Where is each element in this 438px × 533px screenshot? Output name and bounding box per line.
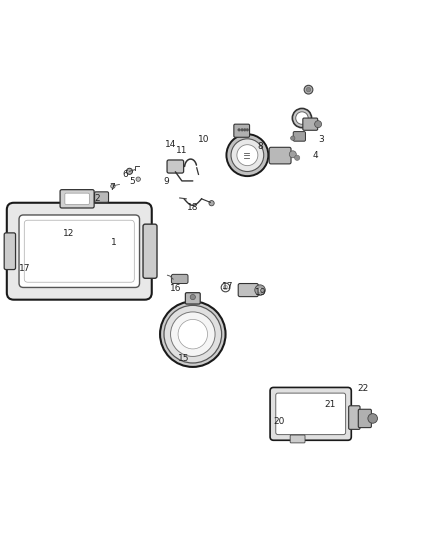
Circle shape <box>304 85 313 94</box>
FancyBboxPatch shape <box>7 203 152 300</box>
FancyBboxPatch shape <box>65 193 89 205</box>
FancyBboxPatch shape <box>95 192 109 203</box>
Text: 17: 17 <box>19 264 31 273</box>
Text: 7: 7 <box>109 183 115 192</box>
FancyBboxPatch shape <box>349 406 360 430</box>
FancyBboxPatch shape <box>303 118 318 130</box>
FancyBboxPatch shape <box>269 147 291 164</box>
FancyBboxPatch shape <box>60 190 94 208</box>
Circle shape <box>296 112 308 124</box>
Circle shape <box>294 155 300 160</box>
Circle shape <box>255 285 265 295</box>
Circle shape <box>246 128 249 131</box>
Text: 14: 14 <box>165 140 177 149</box>
Text: 5: 5 <box>129 177 134 186</box>
Text: 20: 20 <box>274 417 285 426</box>
Circle shape <box>221 283 230 292</box>
Circle shape <box>314 120 321 128</box>
Circle shape <box>226 134 268 176</box>
FancyBboxPatch shape <box>238 284 258 297</box>
Circle shape <box>237 144 258 166</box>
FancyBboxPatch shape <box>290 435 305 443</box>
Text: 2: 2 <box>94 195 99 203</box>
Circle shape <box>209 200 214 206</box>
Circle shape <box>136 177 141 181</box>
Circle shape <box>164 305 222 363</box>
Circle shape <box>160 302 226 367</box>
FancyBboxPatch shape <box>234 124 250 138</box>
FancyBboxPatch shape <box>270 387 351 440</box>
Text: 18: 18 <box>187 203 198 212</box>
Text: 9: 9 <box>164 177 170 186</box>
FancyBboxPatch shape <box>276 393 346 434</box>
Circle shape <box>244 128 246 131</box>
Text: 11: 11 <box>176 146 187 155</box>
Circle shape <box>111 184 115 188</box>
Circle shape <box>127 168 133 174</box>
Circle shape <box>306 87 311 92</box>
Text: 1: 1 <box>111 238 117 247</box>
FancyBboxPatch shape <box>167 160 184 173</box>
Circle shape <box>231 139 264 172</box>
Circle shape <box>170 312 215 357</box>
Circle shape <box>290 136 295 140</box>
Text: 4: 4 <box>312 151 318 160</box>
Circle shape <box>258 287 263 293</box>
Text: 10: 10 <box>198 135 209 144</box>
Circle shape <box>241 128 244 131</box>
Text: 15: 15 <box>178 354 190 362</box>
FancyBboxPatch shape <box>358 409 371 427</box>
FancyBboxPatch shape <box>19 215 140 287</box>
FancyBboxPatch shape <box>171 274 188 284</box>
Text: 16: 16 <box>170 284 181 293</box>
Text: 22: 22 <box>357 384 369 393</box>
Circle shape <box>178 319 208 349</box>
FancyBboxPatch shape <box>143 224 157 278</box>
Text: 3: 3 <box>319 135 325 144</box>
Text: 12: 12 <box>63 229 74 238</box>
FancyBboxPatch shape <box>185 293 200 304</box>
Circle shape <box>292 108 311 128</box>
FancyBboxPatch shape <box>4 233 15 270</box>
Text: 21: 21 <box>325 400 336 408</box>
Circle shape <box>223 285 228 289</box>
Circle shape <box>190 294 195 300</box>
Text: 17: 17 <box>222 281 233 290</box>
Text: 6: 6 <box>122 171 128 179</box>
FancyBboxPatch shape <box>24 220 134 282</box>
Circle shape <box>289 151 296 158</box>
Text: 19: 19 <box>255 288 266 297</box>
Circle shape <box>368 414 378 423</box>
Text: 8: 8 <box>258 142 263 151</box>
FancyBboxPatch shape <box>293 132 305 141</box>
Circle shape <box>238 128 240 131</box>
